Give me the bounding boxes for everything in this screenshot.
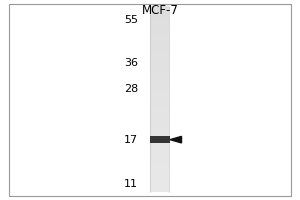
Text: 17: 17	[124, 135, 138, 145]
Bar	[150, 136, 170, 143]
Text: 11: 11	[124, 179, 138, 189]
Text: 28: 28	[124, 84, 138, 94]
Text: 36: 36	[124, 58, 138, 68]
Text: MCF-7: MCF-7	[142, 4, 179, 17]
Text: 55: 55	[124, 15, 138, 25]
Polygon shape	[170, 136, 182, 143]
